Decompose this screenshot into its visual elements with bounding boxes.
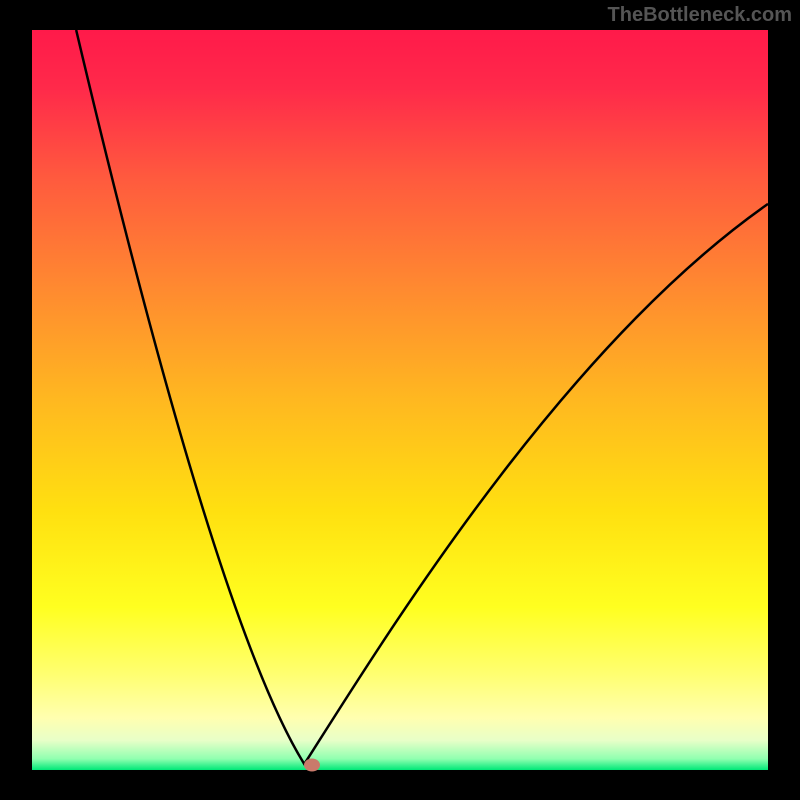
curve-path bbox=[76, 30, 768, 764]
watermark-text: TheBottleneck.com bbox=[608, 4, 792, 27]
bottleneck-curve bbox=[32, 30, 768, 770]
plot-area bbox=[32, 30, 768, 770]
optimal-point-marker bbox=[304, 758, 320, 771]
